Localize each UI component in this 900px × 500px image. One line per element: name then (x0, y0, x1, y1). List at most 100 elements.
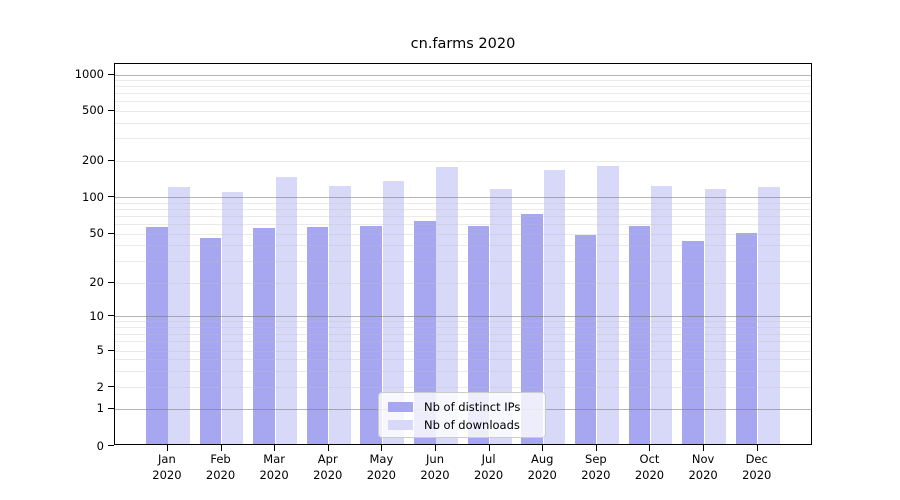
gridline-minor (115, 79, 811, 81)
legend-swatch (388, 402, 413, 412)
x-tick-label: May 2020 (351, 452, 411, 483)
bar-downloads-oct (650, 185, 673, 444)
chart-title: cn.farms 2020 (410, 36, 516, 52)
x-tick-label: Nov 2020 (673, 452, 733, 483)
x-tick-label: Jan 2020 (137, 452, 197, 483)
gridline-minor (115, 321, 811, 323)
gridline-minor (115, 233, 811, 235)
y-tick-mark (108, 196, 114, 197)
bar-downloads-mar (275, 177, 298, 444)
x-tick-label: Mar 2020 (244, 452, 304, 483)
gridline-minor (115, 202, 811, 204)
x-tick-mark (327, 445, 329, 451)
x-tick-mark (649, 445, 651, 451)
x-tick-label-year: 2020 (742, 467, 772, 482)
y-tick-label: 1000 (74, 67, 104, 81)
y-tick-mark (108, 349, 114, 351)
gridline-minor (115, 86, 811, 88)
y-tick-mark (108, 232, 114, 234)
x-tick-label-year: 2020 (581, 467, 611, 482)
bar-ips-feb (199, 238, 222, 444)
x-tick-label: Apr 2020 (298, 452, 358, 483)
gridline-minor (115, 93, 811, 95)
gridline-minor (115, 208, 811, 210)
plot-area (114, 62, 812, 445)
y-tick-label: 10 (89, 308, 104, 323)
x-tick-mark (274, 445, 276, 451)
gridline-minor (115, 359, 811, 361)
bar-ips-dec (735, 232, 758, 444)
y-tick-label: 500 (82, 103, 104, 117)
gridline-minor (115, 101, 811, 103)
bar-downloads-jan (168, 187, 190, 444)
legend-label: Nb of distinct IPs (424, 400, 521, 414)
gridline-minor (115, 138, 811, 140)
gridline-minor (115, 245, 811, 247)
gridline-minor (115, 110, 811, 112)
bar-ips-nov (682, 240, 704, 444)
x-tick-label: Dec 2020 (727, 452, 787, 483)
y-tick-label: 200 (82, 153, 104, 167)
y-tick-label: 100 (82, 189, 104, 204)
gridline-major (115, 316, 811, 317)
bar-ips-jul (467, 225, 490, 444)
bar-ips-apr (306, 227, 329, 444)
x-tick-mark (703, 445, 705, 451)
gridline-minor (115, 282, 811, 284)
bar-downloads-aug (543, 169, 566, 444)
y-tick-mark (108, 445, 114, 446)
x-tick-mark (756, 445, 758, 451)
bar-ips-jun (414, 221, 436, 444)
x-tick-mark (381, 445, 383, 451)
legend-swatch (388, 420, 413, 430)
gridline-minor (115, 341, 811, 343)
x-tick-label-year: 2020 (473, 467, 504, 482)
x-tick-mark (220, 445, 222, 451)
gridline-minor (115, 215, 811, 217)
gridline-minor (115, 387, 811, 388)
gridline-minor (115, 122, 811, 124)
bar-ips-jan (146, 227, 168, 444)
legend-row: Nb of distinct IPs (388, 398, 537, 416)
bar-ips-mar (253, 228, 275, 444)
x-tick-label-year: 2020 (688, 467, 718, 482)
x-tick-mark (542, 445, 544, 451)
y-tick-mark (108, 315, 114, 316)
legend-row: Nb of downloads (388, 416, 537, 434)
x-tick-label-year: 2020 (259, 467, 289, 482)
x-tick-label: Jun 2020 (405, 452, 465, 483)
x-tick-label: Sep 2020 (566, 452, 626, 483)
bar-ips-sep (574, 234, 597, 444)
x-tick-label: Feb 2020 (191, 452, 251, 483)
gridline-minor (115, 160, 811, 162)
y-tick-label: 1 (96, 401, 104, 415)
y-tick-mark (108, 386, 114, 387)
gridline-major (115, 74, 811, 76)
bar-downloads-dec (758, 186, 780, 444)
y-tick-label: 5 (96, 343, 104, 357)
x-tick-label-year: 2020 (366, 467, 397, 482)
x-tick-mark (435, 445, 436, 451)
y-tick-mark (108, 281, 114, 283)
y-tick-mark (108, 407, 114, 409)
x-tick-mark (595, 445, 597, 451)
x-tick-mark (488, 445, 490, 451)
x-tick-label-year: 2020 (152, 467, 182, 482)
y-tick-label: 20 (89, 275, 104, 289)
gridline-minor (115, 223, 811, 225)
bar-ips-oct (628, 225, 651, 444)
bar-downloads-apr (329, 185, 351, 444)
x-tick-label-year: 2020 (527, 467, 557, 482)
x-tick-label-year: 2020 (634, 467, 665, 482)
legend: Nb of distinct IPs Nb of downloads (378, 392, 546, 438)
bar-downloads-may (382, 181, 405, 444)
y-tick-mark (108, 73, 114, 75)
bar-ips-aug (521, 213, 543, 444)
gridline-minor (115, 350, 811, 352)
bar-downloads-feb (221, 191, 244, 444)
x-tick-label-year: 2020 (420, 467, 450, 482)
gridline-minor (115, 333, 811, 335)
y-tick-label: 50 (89, 226, 104, 240)
y-tick-label: 2 (96, 379, 104, 394)
